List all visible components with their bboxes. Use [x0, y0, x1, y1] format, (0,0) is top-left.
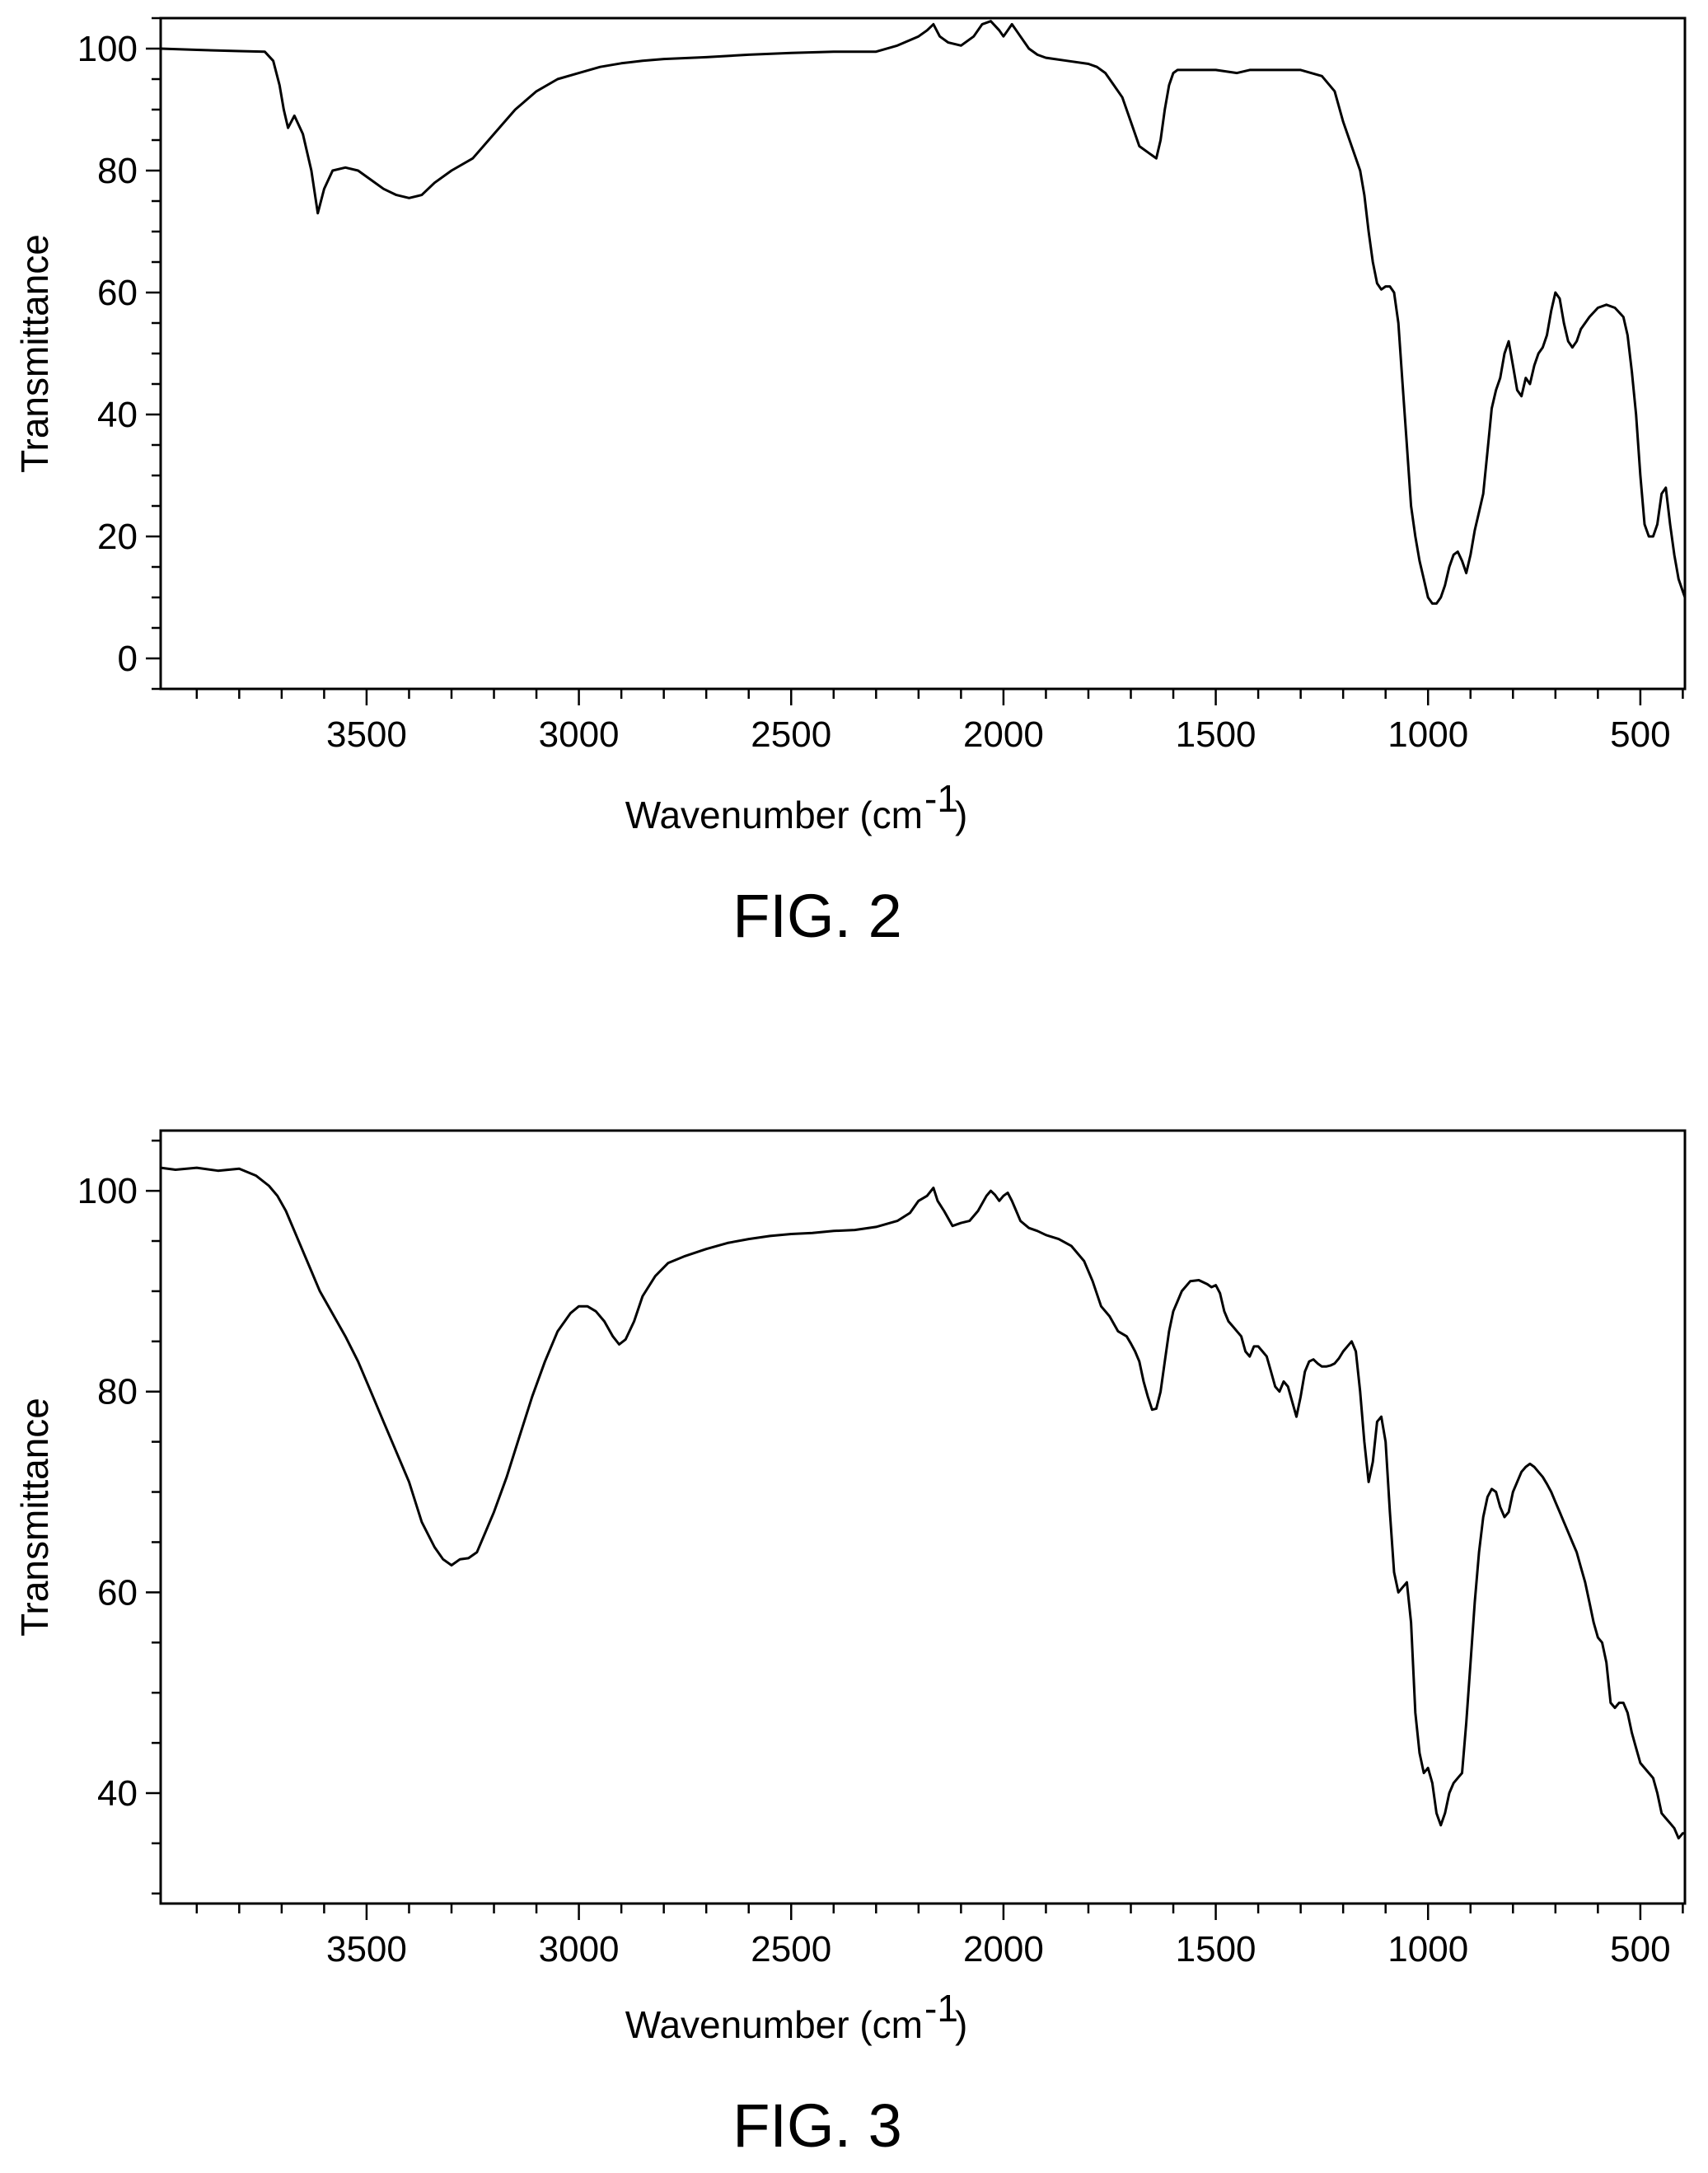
y-tick-label: 100 — [77, 29, 138, 69]
x-tick-label: 2500 — [751, 714, 831, 755]
y-tick-label: 80 — [97, 151, 138, 191]
x-tick-label: 3500 — [326, 1929, 407, 1969]
x-tick-label: 2000 — [963, 714, 1044, 755]
x-axis-label: Wavenumber (cm — [625, 794, 923, 836]
spectrum-line — [160, 20, 1687, 605]
plot-frame — [159, 1129, 1687, 1905]
x-tick-label: 3500 — [326, 714, 407, 755]
x-tick-label: 3000 — [539, 714, 620, 755]
x-axis-label-close-paren: ) — [955, 2003, 967, 2046]
y-tick-label: 60 — [97, 273, 138, 313]
spectrum-line — [160, 1166, 1685, 1840]
y-tick-label: 100 — [77, 1171, 138, 1211]
chart-fig3: 3500 3000 2500 2000 1500 1000 500 40 60 80 100 Tr… — [13, 1129, 1687, 2160]
x-tick-label: 2500 — [751, 1929, 831, 1969]
figure-caption: FIG. 3 — [732, 2091, 902, 2160]
y-axis-ticks: 0 20 40 60 80 100 — [77, 16, 161, 691]
x-axis-label-unit-superscript: -1 — [924, 777, 958, 820]
y-tick-label: 40 — [97, 395, 138, 435]
x-tick-label: 2000 — [963, 1929, 1044, 1969]
y-tick-label: 80 — [97, 1372, 138, 1412]
x-tick-label: 500 — [1610, 1929, 1670, 1969]
chart-fig2: 3500 3000 2500 2000 1500 1000 500 0 20 40 60 80 100… — [13, 16, 1687, 950]
x-tick-label: 1000 — [1387, 714, 1468, 755]
x-tick-label: 3000 — [539, 1929, 620, 1969]
x-tick-label: 1500 — [1176, 714, 1256, 755]
figure-caption: FIG. 2 — [732, 882, 902, 950]
x-tick-label: 1500 — [1176, 1929, 1256, 1969]
y-tick-label: 0 — [118, 639, 138, 679]
x-axis-ticks: 3500 3000 2500 2000 1500 1000 500 — [195, 689, 1684, 755]
y-axis-label: Transmittance — [13, 1398, 56, 1637]
x-axis-label: Wavenumber (cm — [625, 2003, 923, 2046]
x-axis-label-unit-superscript: -1 — [924, 1987, 958, 2030]
x-axis-ticks: 3500 3000 2500 2000 1500 1000 500 — [195, 1904, 1684, 1969]
x-axis-label-close-paren: ) — [955, 794, 967, 836]
x-tick-label: 1000 — [1387, 1929, 1468, 1969]
y-tick-label: 40 — [97, 1773, 138, 1814]
plot-frame — [159, 16, 1687, 691]
y-tick-label: 20 — [97, 517, 138, 557]
y-axis-ticks: 40 60 80 100 — [77, 1139, 161, 1895]
y-axis-label: Transmittance — [13, 234, 56, 473]
x-tick-label: 500 — [1610, 714, 1670, 755]
y-tick-label: 60 — [97, 1572, 138, 1613]
